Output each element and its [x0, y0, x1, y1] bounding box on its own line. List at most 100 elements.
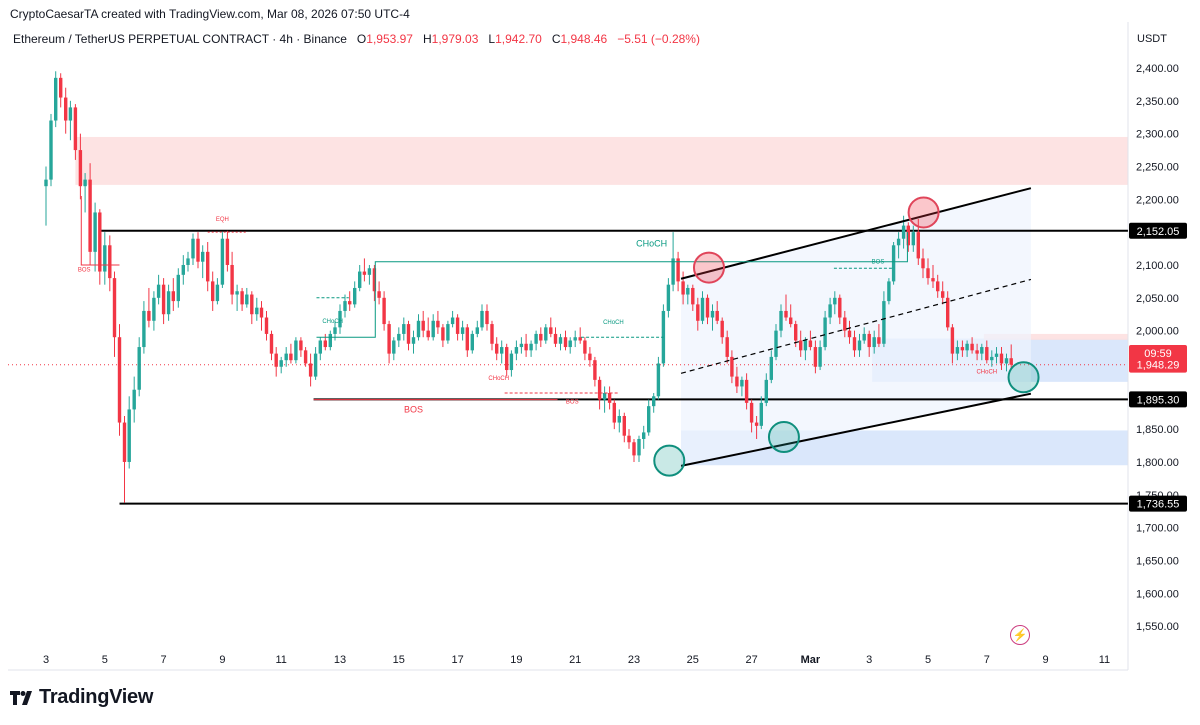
candle-body	[436, 320, 440, 328]
candle-body	[294, 340, 298, 361]
channel-upper-line[interactable]	[680, 187, 1032, 280]
candle-body	[152, 297, 156, 321]
y-tick-label: 2,400.00	[1136, 63, 1179, 75]
y-tick-label: 1,600.00	[1136, 588, 1179, 600]
candle-body	[862, 333, 866, 341]
candle-body	[882, 301, 886, 344]
candle-body	[495, 343, 499, 354]
price-tag	[1129, 391, 1187, 408]
candle-body	[196, 238, 200, 262]
candle-body	[392, 340, 396, 354]
x-tick-label: 23	[628, 654, 640, 666]
candle-body	[647, 406, 651, 433]
channel-lower-line[interactable]	[680, 392, 1032, 467]
candle-body	[833, 297, 837, 305]
support-circle[interactable]	[653, 444, 686, 477]
candle-body	[975, 350, 979, 354]
candle-body	[137, 347, 141, 390]
candle-body	[73, 107, 78, 151]
currency-label[interactable]: USDT	[1137, 33, 1167, 45]
price-tag-label: 1,948.29	[1137, 360, 1180, 372]
structure-label: CHoCH	[603, 320, 624, 326]
candle-body	[98, 212, 102, 272]
candle-body	[93, 212, 97, 252]
candle-body	[406, 324, 411, 344]
candle-body	[730, 356, 734, 377]
candle-body	[945, 297, 950, 328]
y-tick-label: 1,800.00	[1136, 457, 1179, 469]
candle-body	[225, 238, 230, 265]
candle-body	[132, 389, 136, 410]
candle-body	[348, 301, 352, 305]
candle-body	[206, 251, 210, 282]
candle-body	[269, 333, 274, 354]
candle-body	[911, 232, 915, 246]
tradingview-logo[interactable]: TradingView	[10, 686, 153, 709]
candle-body	[691, 287, 695, 305]
candle-body	[274, 353, 278, 367]
chart-credit: CryptoCaesarTA created with TradingView.…	[10, 7, 410, 21]
candle-body	[328, 333, 332, 348]
candle-body	[612, 402, 617, 423]
candle-body	[568, 340, 572, 348]
candle-body	[686, 287, 690, 295]
candle-body	[534, 333, 538, 344]
support-circle[interactable]	[767, 421, 800, 454]
candle-body	[754, 422, 759, 426]
candle-body	[637, 438, 641, 456]
candle-body	[544, 327, 548, 341]
candle-body	[127, 409, 131, 462]
candle-body	[357, 271, 362, 288]
candle-body	[264, 317, 269, 334]
support-circle[interactable]	[1007, 361, 1040, 394]
candle-body	[847, 330, 852, 338]
x-tick-label: 7	[984, 654, 990, 666]
lightning-icon[interactable]: ⚡	[1010, 625, 1030, 645]
y-tick-label: 1,650.00	[1136, 555, 1179, 567]
candle-body	[289, 353, 293, 361]
candle-body	[921, 258, 925, 269]
candle-body	[245, 294, 249, 305]
candle-body	[108, 245, 112, 279]
candle-body	[279, 360, 283, 367]
candle-body	[627, 435, 631, 443]
structure-label: BOS	[566, 400, 579, 406]
candle-body	[122, 422, 127, 462]
resistance-circle[interactable]	[907, 196, 940, 229]
candle-body	[607, 393, 612, 403]
resistance-circle[interactable]	[692, 251, 725, 284]
candle-body	[994, 353, 999, 357]
channel-mid-line[interactable]	[680, 278, 1032, 374]
x-tick-label: 7	[161, 654, 167, 666]
candle-body	[49, 120, 53, 180]
candle-body	[818, 347, 822, 367]
candle-body	[343, 301, 347, 311]
symbol-legend: Ethereum / TetherUS PERPETUAL CONTRACT ·…	[13, 32, 700, 46]
candle-body	[769, 356, 773, 380]
price-tag-label: 09:59	[1144, 348, 1172, 360]
y-tick-label: 2,300.00	[1136, 129, 1179, 141]
candle-body	[553, 333, 558, 344]
candle-body	[166, 291, 171, 315]
candle-body	[823, 317, 827, 348]
candle-body	[500, 347, 504, 354]
candle-body	[852, 337, 857, 351]
candle-body	[514, 347, 519, 354]
symbol-name[interactable]: Ethereum / TetherUS PERPETUAL CONTRACT ·…	[13, 32, 347, 46]
candle-body	[255, 307, 259, 315]
structure-label: CHoCH	[322, 319, 343, 325]
x-tick-label: 11	[1099, 654, 1110, 666]
candle-body	[186, 258, 190, 265]
candle-body	[250, 294, 254, 315]
candle-body	[377, 291, 381, 298]
candle-body	[602, 393, 607, 400]
candle-body	[475, 327, 479, 334]
candle-body	[1009, 358, 1013, 365]
price-tag	[1129, 222, 1187, 239]
candle-body	[411, 337, 416, 344]
candle-body	[642, 432, 646, 439]
candle-body	[960, 347, 965, 351]
candle-body	[318, 340, 323, 354]
candle-body	[240, 291, 244, 305]
